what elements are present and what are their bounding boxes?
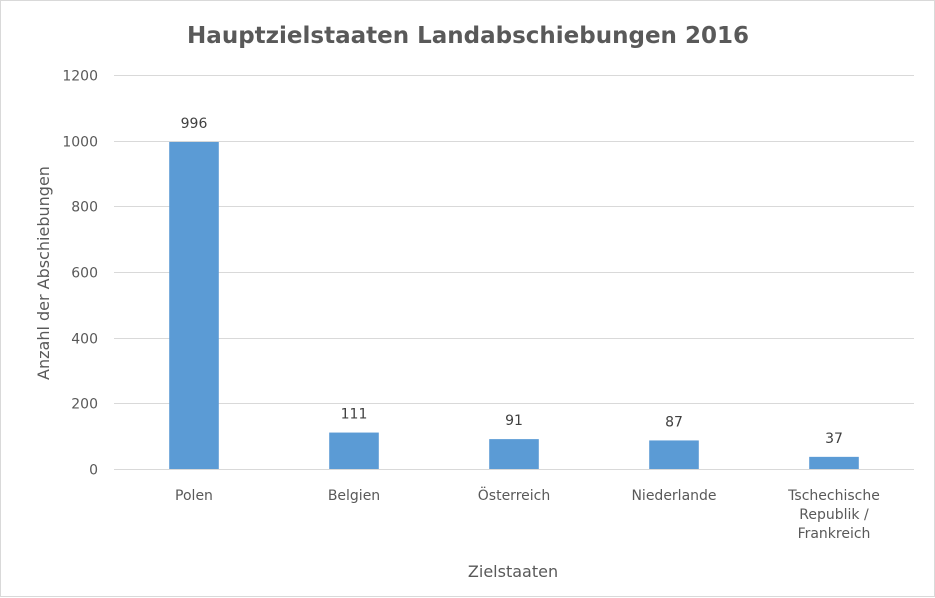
x-category-label: Tschechische Republik / Frankreich — [787, 488, 880, 542]
bar — [489, 439, 539, 469]
y-axis-ticks: 0 200 400 600 800 1000 1200 — [62, 69, 98, 479]
y-tick-label: 200 — [71, 397, 98, 413]
data-label: 996 — [181, 116, 208, 132]
x-axis-categories: Polen Belgien Österreich Niederlande Tschech… — [175, 486, 880, 542]
y-tick-label: 800 — [71, 200, 98, 216]
chart-title: Hauptzielstaaten Landabschiebungen 2016 — [187, 23, 749, 49]
x-axis-title: Zielstaaten — [468, 562, 558, 581]
bar — [329, 432, 379, 469]
data-label: 87 — [665, 414, 683, 430]
y-tick-label: 0 — [89, 463, 98, 479]
gridlines — [114, 75, 914, 470]
y-tick-label: 400 — [71, 332, 98, 348]
y-tick-label: 600 — [71, 266, 98, 282]
x-category-label: Belgien — [328, 488, 380, 504]
data-label: 111 — [341, 407, 368, 423]
y-axis-title: Anzahl der Abschiebungen — [34, 166, 53, 380]
y-tick-label: 1200 — [62, 69, 98, 85]
x-category-label: Polen — [175, 488, 213, 504]
bar — [649, 440, 699, 469]
data-labels: 996 111 91 87 37 — [181, 116, 843, 447]
data-label: 37 — [825, 431, 843, 447]
y-tick-label: 1000 — [62, 135, 98, 151]
bars — [169, 141, 859, 470]
bar — [169, 141, 219, 470]
x-category-label: Österreich — [478, 486, 550, 504]
bar — [809, 456, 859, 469]
x-category-label: Niederlande — [631, 488, 716, 504]
data-label: 91 — [505, 413, 523, 429]
